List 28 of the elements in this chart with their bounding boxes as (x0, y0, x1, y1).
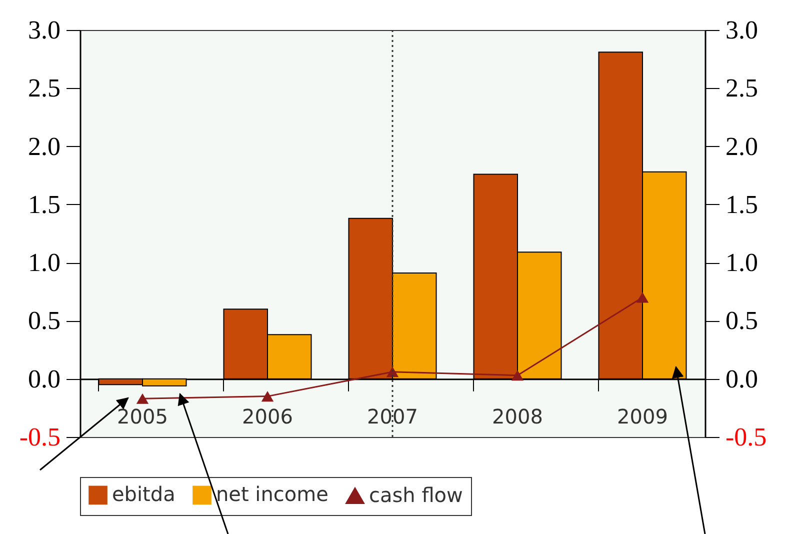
y2-tick-label: 0.5 (726, 306, 758, 336)
y-tick-label: 1.0 (28, 248, 60, 278)
y2-tick-label: 1.5 (726, 190, 758, 219)
x-tick-label: 2006 (242, 404, 293, 428)
y-tick-label: -0.5 (19, 422, 60, 452)
y-tick-label: 1.5 (28, 190, 60, 219)
point (511, 370, 524, 381)
x-tick-label: 2008 (492, 404, 543, 428)
point (136, 393, 149, 404)
y2-tick-label: 1.0 (726, 248, 758, 278)
legend-label: net income (216, 482, 328, 506)
y-tick-label: 2.5 (28, 74, 60, 103)
y-tick-label: 0.5 (28, 306, 60, 336)
y2-tick-label: 0.0 (726, 364, 758, 394)
point (636, 292, 649, 303)
y2-tick-label: 2.0 (726, 132, 758, 161)
y-tick-label: 3.0 (28, 16, 60, 44)
y-tick-label: 0.0 (28, 364, 60, 394)
y2-tick-label: 3.0 (726, 16, 758, 44)
x-tick-label: 2009 (617, 404, 668, 428)
x-tick-label: 2005 (117, 404, 168, 428)
legend-label: ebitda (112, 482, 176, 506)
point (261, 390, 274, 402)
y2-tick-label: -0.5 (726, 422, 767, 452)
x-tick-label: 2007 (367, 404, 418, 428)
y2-tick-label: 2.5 (726, 74, 758, 103)
legend-label: cash flow (369, 482, 463, 507)
y-tick-label: 2.0 (28, 132, 60, 161)
